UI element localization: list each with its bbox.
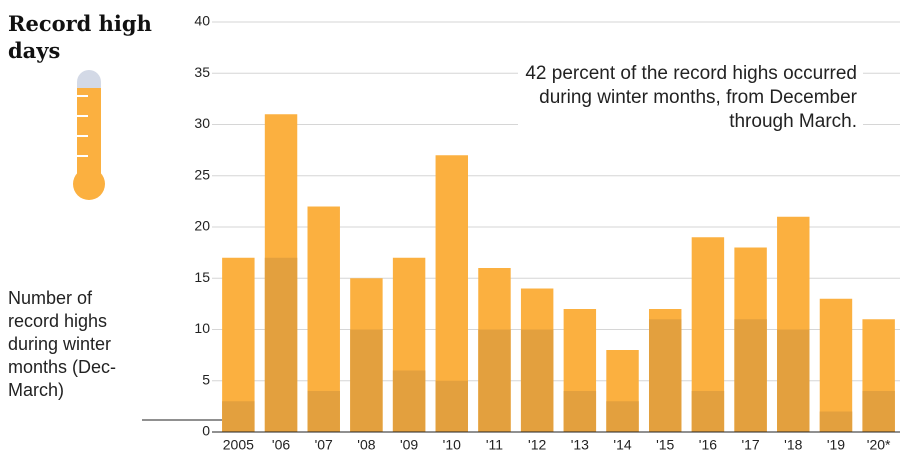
x-tick-label: '11 xyxy=(486,437,503,453)
x-tick-label: '16 xyxy=(699,437,717,453)
bar xyxy=(777,329,810,432)
thermometer-icon xyxy=(73,70,105,200)
bar xyxy=(862,391,895,432)
y-tick-label: 20 xyxy=(194,218,210,234)
bars xyxy=(222,114,895,432)
x-tick-label: '14 xyxy=(613,437,631,453)
bar xyxy=(392,370,426,432)
y-tick-label: 15 xyxy=(194,269,210,285)
bar xyxy=(691,391,725,432)
x-tick-label: 2005 xyxy=(223,437,254,453)
bar xyxy=(734,319,767,432)
x-tick-label: '13 xyxy=(571,437,589,453)
bar xyxy=(264,257,298,432)
bar xyxy=(563,391,597,432)
bar xyxy=(606,401,639,432)
bar xyxy=(648,319,682,432)
x-tick-label: '08 xyxy=(357,437,375,453)
x-tick-label: '18 xyxy=(784,437,802,453)
x-tick-label: '17 xyxy=(741,437,759,453)
x-tick-label: '09 xyxy=(400,437,418,453)
x-tick-label: '12 xyxy=(528,437,546,453)
x-tick-label: '07 xyxy=(315,437,333,453)
x-tick-label: '06 xyxy=(272,437,290,453)
y-tick-label: 35 xyxy=(194,64,210,80)
bar xyxy=(350,329,383,432)
y-tick-label: 10 xyxy=(194,320,210,336)
y-tick-label: 30 xyxy=(194,115,210,131)
bar xyxy=(435,380,469,432)
bar xyxy=(222,401,255,432)
bar xyxy=(520,329,554,432)
bar xyxy=(307,391,340,432)
chart-title: Record high days xyxy=(8,11,152,63)
bar xyxy=(819,411,853,432)
x-tick-label: '19 xyxy=(827,437,845,453)
x-tick-label: '10 xyxy=(443,437,461,453)
x-tick-label: '15 xyxy=(656,437,674,453)
annotation: 42 percent of the record highs occurred … xyxy=(518,62,863,134)
y-tick-label: 5 xyxy=(202,371,210,387)
x-tick-label: '20* xyxy=(867,437,891,453)
bar xyxy=(478,329,511,432)
y-tick-label: 40 xyxy=(194,13,210,29)
y-tick-label: 0 xyxy=(202,423,210,439)
bar xyxy=(819,298,853,432)
series-label: Number of record highs during winter mon… xyxy=(8,288,117,400)
y-tick-label: 25 xyxy=(194,166,210,182)
